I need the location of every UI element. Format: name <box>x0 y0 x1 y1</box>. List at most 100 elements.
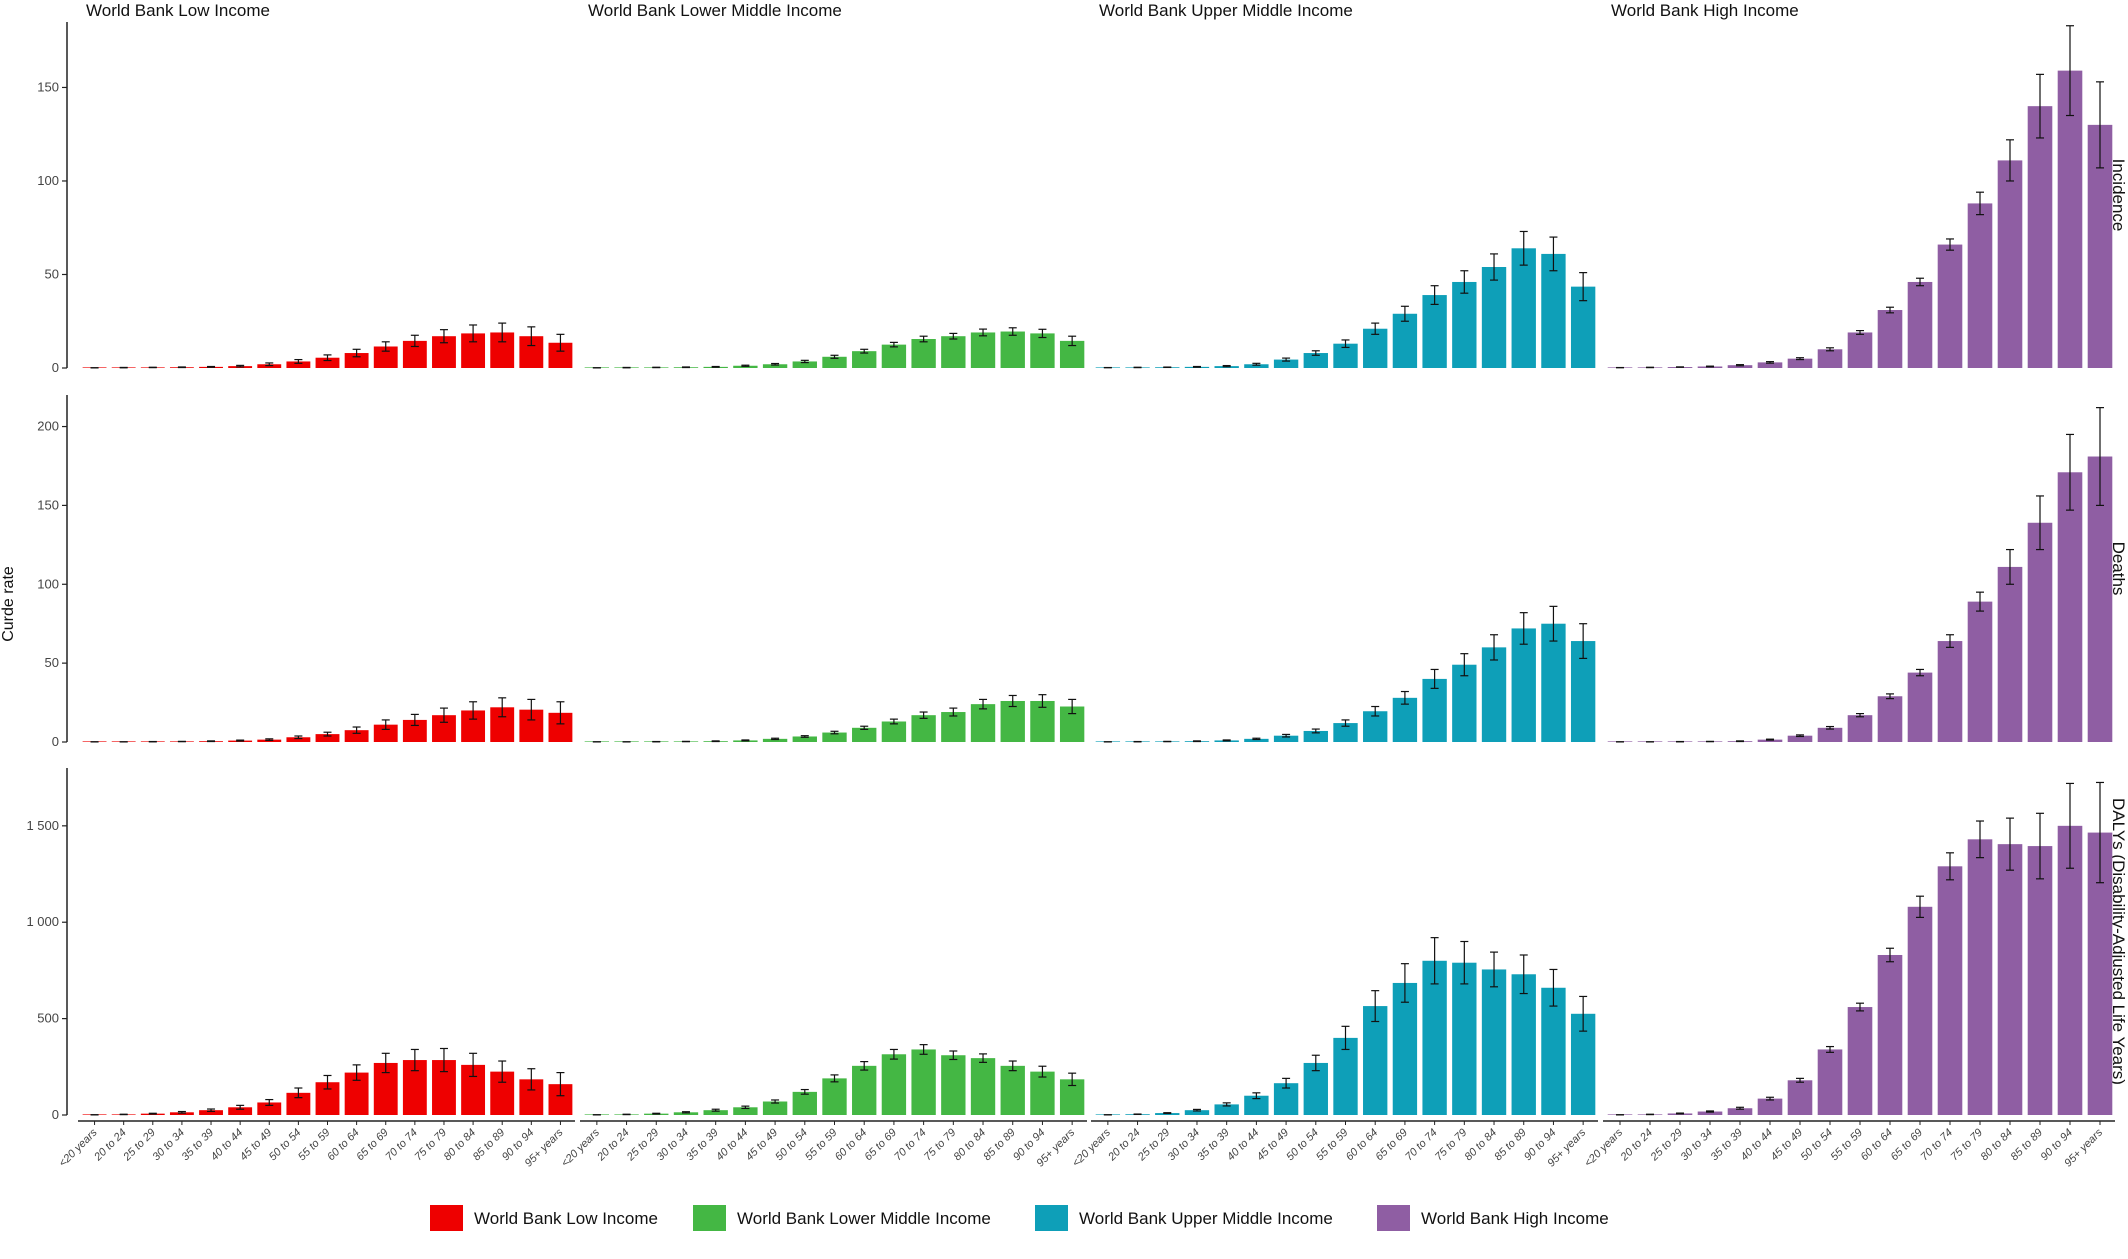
bar <box>461 333 486 368</box>
bar <box>1392 697 1418 742</box>
x-tick-label: 75 to 79 <box>1949 1127 1986 1164</box>
bar <box>1184 1110 1210 1115</box>
x-tick-label: 25 to 29 <box>624 1127 661 1164</box>
y-tick-label: 150 <box>37 79 59 94</box>
bar <box>1303 1062 1328 1115</box>
legend-label: World Bank Low Income <box>474 1209 658 1228</box>
bar <box>703 1110 728 1115</box>
bar <box>762 738 788 742</box>
bar <box>1030 1071 1055 1115</box>
bar <box>1511 248 1536 368</box>
legend-label: World Bank High Income <box>1421 1209 1609 1228</box>
bar <box>1000 331 1025 368</box>
x-tick-label: 85 to 89 <box>1492 1127 1529 1164</box>
bar <box>2057 70 2083 369</box>
x-tick-label: 60 to 64 <box>1859 1127 1896 1164</box>
bar <box>792 736 817 742</box>
bar <box>822 1078 847 1115</box>
x-tick-label: 30 to 34 <box>1165 1127 1202 1164</box>
bar <box>199 1110 223 1115</box>
bar <box>1757 739 1783 742</box>
bar <box>519 1079 544 1115</box>
bar <box>881 1054 907 1115</box>
bar <box>1481 969 1507 1115</box>
bar <box>1000 700 1025 742</box>
bar <box>402 719 427 742</box>
bar <box>1422 295 1447 368</box>
y-tick-label: 150 <box>37 497 59 512</box>
bar <box>490 707 515 742</box>
bar <box>881 721 907 742</box>
x-tick-label: 45 to 49 <box>1255 1127 1292 1164</box>
bar <box>432 336 456 368</box>
x-tick-label: 80 to 84 <box>952 1127 989 1164</box>
column-title: World Bank Lower Middle Income <box>588 1 842 20</box>
bar <box>1363 1006 1388 1115</box>
x-tick-label: 45 to 49 <box>744 1127 781 1164</box>
legend-swatch <box>693 1205 726 1231</box>
bar <box>1817 727 1843 742</box>
x-tick-label: 60 to 64 <box>1344 1127 1381 1164</box>
bar <box>1817 349 1843 368</box>
bar <box>461 710 486 742</box>
y-tick-label: 0 <box>52 360 59 375</box>
bar <box>941 1055 966 1115</box>
y-tick-label: 500 <box>37 1011 59 1026</box>
bar <box>1000 1065 1025 1115</box>
bar <box>286 737 311 742</box>
bar <box>941 336 966 368</box>
bar <box>1452 962 1477 1115</box>
bar <box>852 351 877 368</box>
legend-swatch <box>1377 1205 1410 1231</box>
row-strip-label: Deaths <box>2109 542 2128 596</box>
x-tick-label: 60 to 64 <box>833 1127 870 1164</box>
bar <box>2027 846 2053 1115</box>
y-tick-label: 0 <box>52 1107 59 1122</box>
x-tick-label: 25 to 29 <box>1135 1127 1172 1164</box>
bar <box>1757 362 1783 368</box>
bar <box>1481 267 1507 368</box>
bar <box>1967 839 1993 1115</box>
bar <box>490 1071 515 1115</box>
legend-label: World Bank Lower Middle Income <box>737 1209 991 1228</box>
bar <box>970 332 996 368</box>
bar <box>1333 1037 1358 1115</box>
bar <box>373 346 398 368</box>
bar <box>1541 987 1566 1115</box>
x-tick-label: 70 to 74 <box>1403 1127 1440 1164</box>
bar <box>1422 678 1447 742</box>
x-tick-label: 50 to 54 <box>1799 1127 1836 1164</box>
bar <box>286 1092 311 1115</box>
bar <box>548 342 573 368</box>
bar <box>1787 735 1813 742</box>
row-strip-label: DALYs (Disability-Adjusted Life Years) <box>2109 798 2128 1085</box>
bar <box>315 1082 340 1115</box>
bar <box>519 336 544 368</box>
x-tick-label: 45 to 49 <box>1769 1127 1806 1164</box>
bar <box>1392 982 1418 1115</box>
bar <box>1817 1049 1843 1115</box>
x-tick-label: 30 to 34 <box>1679 1127 1716 1164</box>
bar <box>548 1084 573 1115</box>
x-tick-label: 40 to 44 <box>1739 1127 1776 1164</box>
bar <box>1511 974 1536 1115</box>
bar <box>1541 623 1566 742</box>
bar <box>1847 1007 1873 1115</box>
y-tick-label: 100 <box>37 173 59 188</box>
x-tick-label: <20 years <box>57 1126 100 1169</box>
bar <box>1452 664 1477 742</box>
bar <box>344 730 369 742</box>
bar <box>1273 359 1299 368</box>
bar <box>970 704 996 742</box>
x-tick-label: 50 to 54 <box>1284 1127 1321 1164</box>
x-tick-label: 65 to 69 <box>1373 1127 1410 1164</box>
bar <box>1847 715 1873 742</box>
bar <box>1937 244 1963 368</box>
bar <box>1997 566 2023 742</box>
bar <box>1787 1080 1813 1115</box>
column-title: World Bank Low Income <box>86 1 270 20</box>
bar <box>2027 522 2053 742</box>
x-tick-label: <20 years <box>1582 1126 1625 1169</box>
bar <box>1937 866 1963 1115</box>
bar <box>762 1101 788 1115</box>
